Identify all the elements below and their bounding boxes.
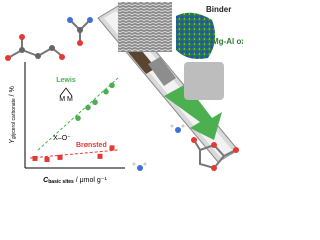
label: Binder: [206, 5, 231, 14]
data-point: [109, 145, 115, 151]
legend-label: Lewis: [56, 77, 76, 84]
site-label: M M: [59, 96, 73, 103]
chart: Yglycerol carbonate / % Cbasic sites / μ…: [9, 62, 125, 185]
sem-image: [118, 2, 172, 52]
glycerol-molecule: [5, 34, 65, 61]
ammonia-molecule: [132, 124, 185, 171]
label: Mg-Al oxide: [212, 37, 243, 46]
data-point: [75, 115, 81, 121]
data-point: [85, 104, 91, 111]
lewis-site-drawing: [59, 87, 73, 97]
trend-line: [37, 77, 119, 151]
x-axis-label: Cbasic sites / μmol g⁻¹: [43, 177, 107, 185]
data-point: [97, 153, 103, 159]
trend-line: [29, 149, 119, 159]
data-point: [109, 82, 115, 89]
data-point: [44, 157, 50, 163]
glycerol-carbonate-molecule: [191, 137, 239, 171]
data-point: [92, 99, 98, 106]
data-point: [32, 155, 38, 161]
urea-molecule: [67, 17, 93, 46]
site-label: X–O⁻: [53, 135, 71, 142]
data-point: [57, 154, 63, 160]
eds-map: [176, 12, 216, 60]
graphical-abstract: Binder Mg-Al oxide Yglycerol carbonate /…: [5, 2, 243, 185]
sem-image: [184, 62, 224, 100]
y-axis-label: Yglycerol carbonate / %: [9, 86, 17, 144]
data-point: [103, 88, 109, 95]
legend-label: Brønsted: [76, 142, 107, 149]
